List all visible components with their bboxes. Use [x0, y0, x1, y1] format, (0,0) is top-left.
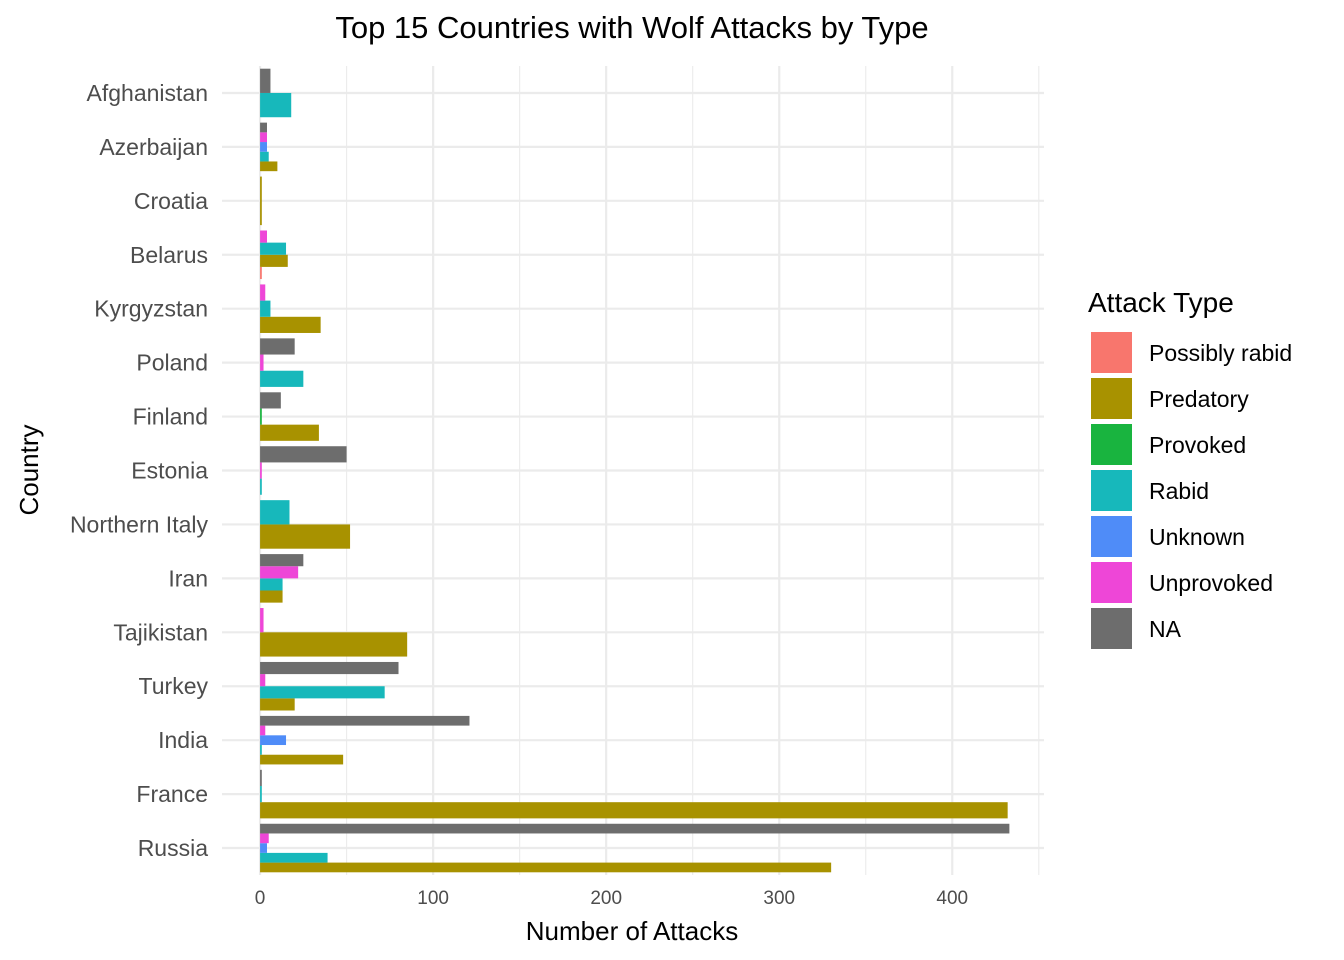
y-tick-label: Estonia [131, 458, 208, 484]
y-tick-label: Tajikistan [113, 619, 208, 645]
bar [260, 122, 267, 133]
bar [260, 254, 288, 267]
y-axis-tick-labels: Afghanistan Azerbaijan Croatia Belarus Kyrgy… [70, 80, 209, 861]
bar [260, 408, 262, 425]
x-tick-label: 100 [417, 888, 449, 909]
bar [260, 698, 295, 711]
bar [260, 566, 299, 579]
bar [260, 462, 262, 479]
y-tick-label: Russia [138, 835, 209, 861]
y-axis-title: Country [14, 424, 44, 515]
y-tick-label: Finland [133, 404, 208, 430]
bar [260, 745, 262, 755]
bar [260, 266, 262, 280]
legend-label: Unprovoked [1149, 570, 1273, 596]
bar [260, 725, 266, 736]
bar [260, 754, 344, 765]
y-tick-label: Kyrgyzstan [94, 296, 208, 322]
bar [260, 786, 262, 803]
legend: Attack Type Possibly rabid Predatory Provo… [1088, 287, 1292, 649]
bar [260, 354, 264, 371]
bar [260, 68, 271, 93]
x-tick-label: 400 [936, 888, 968, 909]
bar [260, 151, 269, 162]
legend-swatch [1091, 516, 1132, 557]
legend-swatch [1091, 562, 1132, 603]
legend-items: Possibly rabid Predatory Provoked Rabid Unkn… [1091, 332, 1292, 649]
x-axis-title: Number of Attacks [526, 916, 738, 946]
legend-label: NA [1149, 616, 1182, 642]
y-tick-label: Azerbaijan [99, 134, 208, 160]
bar [260, 161, 278, 172]
bar [260, 686, 385, 699]
y-tick-label: Belarus [130, 242, 208, 268]
bar [260, 92, 292, 118]
x-axis-tick-labels: 0 100 200 300 400 [255, 888, 968, 909]
bar [260, 524, 351, 549]
bars [260, 68, 1010, 873]
legend-swatch [1091, 378, 1132, 419]
x-tick-label: 300 [763, 888, 795, 909]
legend-swatch [1091, 332, 1132, 373]
bar [260, 862, 832, 873]
bar [260, 715, 470, 726]
bar [260, 769, 262, 787]
bar [260, 370, 304, 387]
y-tick-label: Iran [168, 565, 208, 591]
bar [260, 300, 271, 317]
bar [260, 142, 267, 152]
bar [260, 338, 295, 355]
y-tick-label: Poland [136, 350, 208, 376]
bar [260, 230, 267, 243]
legend-swatch [1091, 608, 1132, 649]
bar [260, 446, 347, 463]
bar [260, 674, 266, 687]
legend-title: Attack Type [1088, 287, 1234, 318]
y-tick-label: India [158, 727, 208, 753]
bar [260, 500, 290, 525]
bar [260, 802, 1008, 819]
bar [260, 392, 281, 409]
bar [260, 735, 287, 746]
bar [260, 132, 267, 143]
bar [260, 424, 319, 441]
y-tick-label: Afghanistan [87, 80, 208, 106]
y-tick-label: Croatia [134, 188, 208, 214]
bar [260, 176, 262, 226]
legend-label: Possibly rabid [1149, 340, 1292, 366]
bar [260, 284, 266, 301]
bar [260, 661, 399, 675]
bar [260, 316, 321, 333]
bar [260, 608, 264, 633]
legend-label: Unknown [1149, 524, 1245, 550]
chart-title: Top 15 Countries with Wolf Attacks by Ty… [335, 10, 928, 45]
legend-swatch [1091, 424, 1132, 465]
x-tick-label: 0 [255, 888, 266, 909]
legend-label: Provoked [1149, 432, 1246, 458]
bar [260, 843, 267, 853]
bar [260, 478, 262, 495]
y-tick-label: Turkey [139, 673, 209, 699]
legend-label: Rabid [1149, 478, 1209, 504]
legend-label: Predatory [1149, 386, 1249, 412]
x-tick-label: 200 [590, 888, 622, 909]
bar [260, 632, 408, 657]
bar [260, 852, 328, 863]
bar [260, 590, 283, 603]
gridlines [222, 66, 1044, 875]
bar [260, 833, 269, 844]
bar [260, 578, 283, 591]
y-tick-label: France [136, 781, 208, 807]
bar [260, 554, 304, 567]
bar [260, 242, 287, 255]
legend-swatch [1091, 470, 1132, 511]
bar [260, 823, 1010, 834]
y-tick-label: Northern Italy [70, 511, 209, 537]
